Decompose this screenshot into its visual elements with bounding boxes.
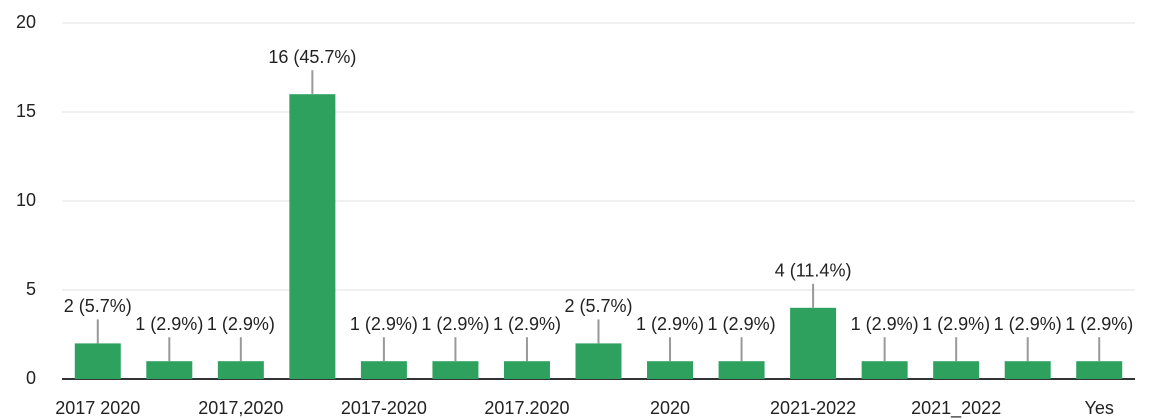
- bar: [217, 361, 264, 379]
- bar: [647, 361, 694, 379]
- value-label: 16 (45.7%): [268, 47, 356, 67]
- x-tick-label: Yes: [1085, 398, 1114, 418]
- x-tick-label: 2020: [650, 398, 690, 418]
- bar: [1004, 361, 1051, 379]
- bar: [790, 307, 837, 379]
- bar: [432, 361, 479, 379]
- value-label: 1 (2.9%): [708, 314, 776, 334]
- value-label: 4 (11.4%): [775, 261, 852, 281]
- bar: [503, 361, 550, 379]
- value-label: 1 (2.9%): [350, 314, 418, 334]
- x-tick-label: 2021_2022: [911, 398, 1001, 419]
- bar: [861, 361, 908, 379]
- x-tick-label: 2017 2020: [55, 398, 140, 418]
- value-label: 1 (2.9%): [135, 314, 203, 334]
- x-tick-label: 2017-2020: [341, 398, 427, 418]
- y-tick-label: 20: [16, 12, 36, 32]
- y-tick-label: 5: [26, 279, 36, 299]
- bar: [933, 361, 980, 379]
- y-tick-label: 15: [16, 101, 36, 121]
- bar: [146, 361, 193, 379]
- value-label: 2 (5.7%): [64, 296, 132, 316]
- value-label: 2 (5.7%): [564, 296, 632, 316]
- bar: [1076, 361, 1123, 379]
- y-tick-label: 0: [26, 368, 36, 388]
- bar: [289, 94, 336, 379]
- value-label: 1 (2.9%): [493, 314, 561, 334]
- y-tick-label: 10: [16, 190, 36, 210]
- value-label: 1 (2.9%): [636, 314, 704, 334]
- bar: [575, 343, 622, 379]
- value-label: 1 (2.9%): [994, 314, 1062, 334]
- value-label: 1 (2.9%): [421, 314, 489, 334]
- bar: [360, 361, 407, 379]
- x-tick-label: 2017,2020: [198, 398, 283, 418]
- value-label: 1 (2.9%): [207, 314, 275, 334]
- value-label: 1 (2.9%): [922, 314, 990, 334]
- value-label: 1 (2.9%): [1065, 314, 1133, 334]
- bar: [718, 361, 765, 379]
- x-tick-label: 2017.2020: [484, 398, 569, 418]
- x-tick-label: 2021-2022: [770, 398, 856, 418]
- value-label: 1 (2.9%): [851, 314, 919, 334]
- bar: [74, 343, 121, 379]
